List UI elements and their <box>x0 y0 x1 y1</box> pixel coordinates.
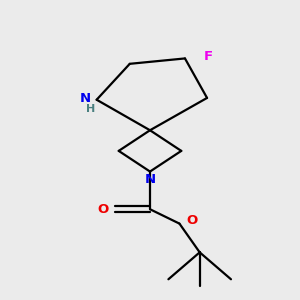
Text: F: F <box>204 50 213 63</box>
Text: H: H <box>85 104 95 114</box>
Text: O: O <box>186 214 197 226</box>
Text: O: O <box>97 203 108 216</box>
Text: N: N <box>144 173 156 186</box>
Text: N: N <box>80 92 91 105</box>
